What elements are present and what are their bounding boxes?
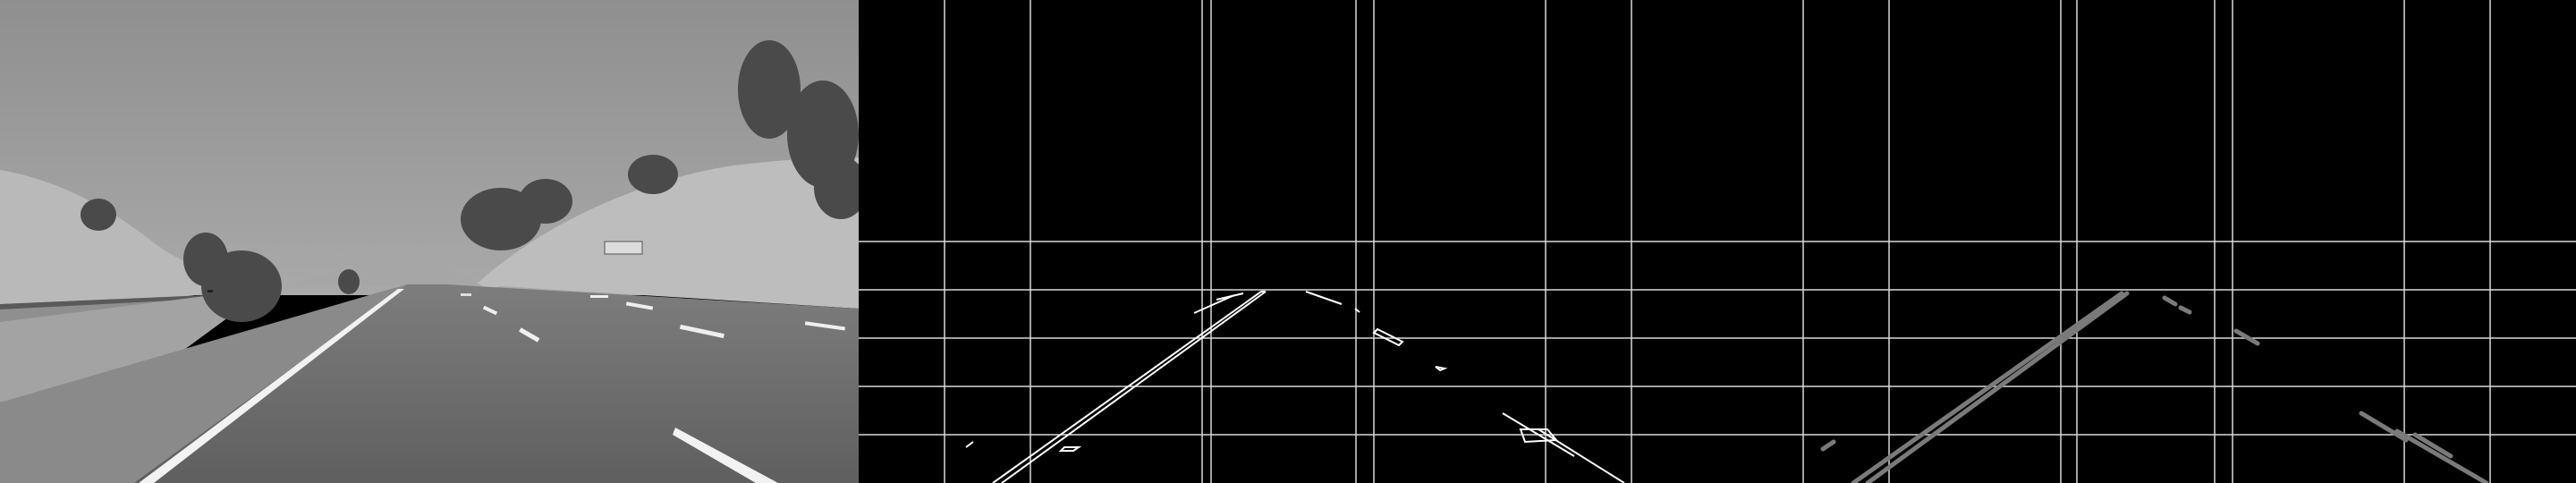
road-photo-image xyxy=(0,0,859,483)
hough-lines-map xyxy=(1717,0,2576,483)
canny-edge-map xyxy=(859,0,1717,483)
detected-lane-lines xyxy=(1820,291,2489,483)
right-hillside xyxy=(465,157,859,309)
trees xyxy=(80,40,859,322)
left-hillside xyxy=(0,170,259,322)
lane-markings xyxy=(139,289,846,483)
grid-lines xyxy=(859,0,1717,483)
grid-lines xyxy=(1717,0,2576,483)
guard-rail xyxy=(0,295,206,309)
road-sign xyxy=(604,241,643,255)
lane-lines-image xyxy=(1717,0,2576,483)
grayscale-road-photo xyxy=(0,0,859,483)
edge-strokes xyxy=(965,291,1625,483)
edge-map-image xyxy=(859,0,1717,483)
